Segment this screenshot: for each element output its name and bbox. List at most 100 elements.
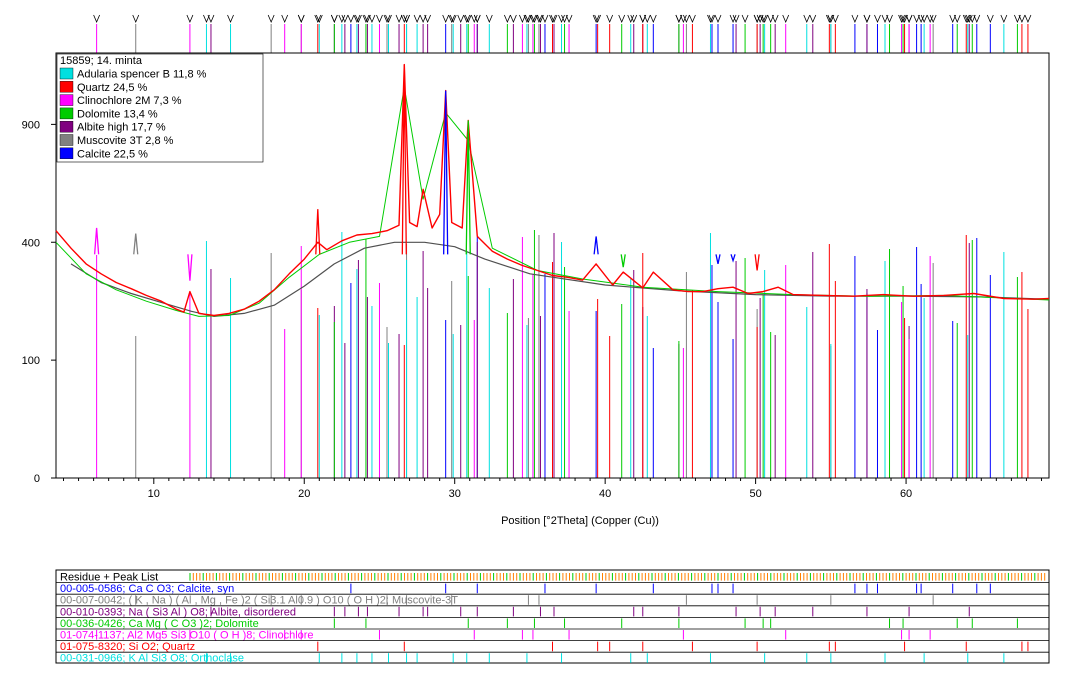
v-marker [913, 14, 920, 24]
v-marker [863, 14, 871, 24]
v-marker [457, 14, 465, 24]
v-marker [565, 14, 573, 24]
v-marker [831, 14, 839, 24]
peak-mark [465, 120, 471, 255]
v-marker [330, 14, 338, 24]
x-tick-label: 30 [449, 488, 461, 500]
v-marker [639, 14, 647, 24]
v-marker [627, 14, 635, 24]
peak-list-label: Residue + Peak List [60, 572, 158, 584]
v-marker [448, 14, 456, 24]
v-marker [347, 14, 355, 24]
legend-swatch [59, 120, 74, 133]
v-marker [519, 14, 526, 24]
v-marker [267, 14, 275, 24]
v-marker [886, 14, 893, 24]
v-marker [874, 14, 881, 24]
peak-mark [133, 233, 139, 255]
v-marker [353, 14, 361, 24]
v-marker [338, 14, 346, 24]
v-marker [281, 14, 289, 24]
v-marker [863, 14, 871, 24]
v-marker [986, 14, 994, 24]
peak-mark [443, 90, 449, 255]
v-marker [503, 14, 511, 24]
v-marker [606, 14, 614, 24]
y-tick-label: 900 [22, 119, 40, 131]
v-marker [341, 14, 349, 24]
v-marker [905, 14, 913, 24]
v-marker [541, 14, 549, 24]
v-marker [473, 14, 481, 24]
y-tick-label: 100 [22, 355, 40, 367]
v-marker [630, 14, 638, 24]
peak-list-label: 00-007-0042; ( K , Na ) ( Al , Mg , Fe )… [60, 595, 458, 607]
peak-list-label: 00-031-0966; K Al Si3 O8; Orthoclase [60, 653, 244, 665]
v-marker [376, 14, 383, 24]
v-marker [400, 14, 408, 24]
v-marker [529, 14, 537, 24]
legend-swatch [59, 147, 74, 160]
measured-pattern-layer [55, 63, 1050, 317]
v-marker [561, 14, 568, 24]
v-marker [965, 14, 973, 24]
v-marker [898, 14, 905, 24]
v-marker [510, 14, 517, 24]
v-marker [964, 14, 972, 24]
measured-line [55, 63, 1050, 317]
v-marker [535, 14, 543, 24]
v-marker [732, 14, 740, 24]
peak-list-label: 01-075-8320; Si O2; Quartz [60, 641, 195, 653]
v-marker [803, 14, 811, 24]
y-tick-label: 0 [34, 473, 40, 485]
v-marker [385, 14, 392, 24]
v-marker [767, 14, 775, 24]
v-marker [675, 14, 683, 24]
v-marker [463, 14, 471, 24]
peak-list-label: 00-005-0586; Ca C O3; Calcite, syn [60, 583, 234, 595]
x-tick-label: 20 [298, 488, 310, 500]
v-marker [594, 14, 602, 24]
v-marker [330, 14, 338, 24]
v-marker [315, 14, 323, 24]
v-marker [449, 14, 457, 24]
v-marker [132, 14, 140, 24]
v-marker [968, 14, 976, 24]
legend-entry: Muscovite 3T 2,8 % [77, 135, 174, 147]
v-marker [809, 14, 817, 24]
v-marker [899, 14, 907, 24]
v-marker [227, 14, 234, 24]
v-marker [771, 14, 779, 24]
peak-mark [187, 254, 193, 281]
peak-mark [730, 254, 736, 263]
v-marker [643, 14, 651, 24]
v-marker [531, 14, 538, 24]
v-marker [949, 14, 957, 24]
peak-mark [315, 209, 321, 255]
peak-mark [93, 227, 100, 255]
legend-entry: Calcite 22,5 % [77, 148, 148, 160]
legend-entry: Clinochlore 2M 7,3 % [77, 95, 182, 107]
v-marker [926, 14, 934, 24]
peak-list-label: 00-010-0393; Na ( Si3 Al ) O8; Albite, d… [60, 606, 296, 618]
x-tick-label: 40 [599, 488, 611, 500]
v-marker [1014, 14, 1021, 24]
v-marker [756, 14, 764, 24]
v-marker [851, 14, 859, 24]
v-marker [464, 14, 472, 24]
peak-list-label: 01-074-1137; Al2 Mg5 Si3 O10 ( O H )8; C… [60, 630, 314, 642]
v-marker [759, 14, 767, 24]
v-marker [1000, 14, 1008, 24]
v-marker [355, 14, 362, 24]
legend-box [56, 53, 264, 163]
v-marker [470, 14, 478, 24]
v-marker [525, 14, 532, 24]
legend-entry: Adularia spencer B 11,8 % [77, 69, 207, 81]
v-marker [761, 14, 769, 24]
v-marker [297, 14, 305, 24]
y-tick-label: 400 [22, 237, 40, 249]
v-marker [825, 14, 833, 24]
v-marker [523, 14, 531, 24]
peak-mark [754, 254, 760, 271]
